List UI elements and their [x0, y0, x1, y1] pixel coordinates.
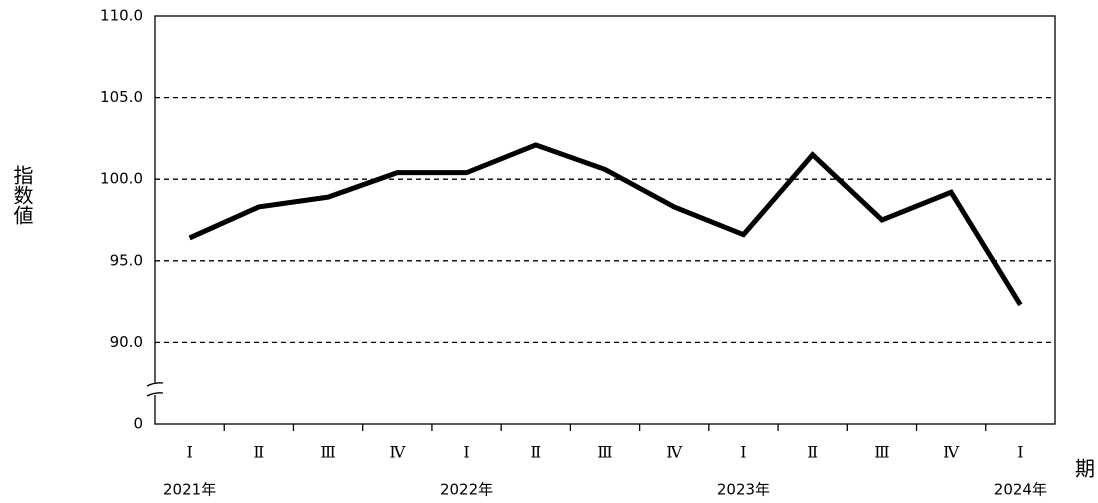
year-label: 2024年	[994, 481, 1047, 499]
y-tick-label: 90.0	[110, 333, 143, 351]
x-tick-label: Ⅱ	[253, 443, 264, 462]
y-tick-label: 110.0	[100, 7, 143, 25]
year-label: 2021年	[163, 481, 216, 499]
x-tick-label: Ⅱ	[807, 443, 818, 462]
y-axis-label: 指数値	[10, 165, 34, 225]
x-tick-label: Ⅲ	[320, 443, 335, 462]
x-tick-label: Ⅰ	[1017, 443, 1023, 462]
x-tick-label: Ⅲ	[874, 443, 889, 462]
axis-break-gap	[152, 383, 158, 395]
x-tick-label: Ⅳ	[389, 443, 406, 462]
x-tick-label: Ⅳ	[666, 443, 683, 462]
x-tick-label: Ⅰ	[186, 443, 192, 462]
axis-break-mark	[146, 382, 164, 387]
y-origin-label: 0	[133, 415, 143, 433]
year-label: 2022年	[440, 481, 493, 499]
x-axis-label: 期	[1075, 457, 1095, 481]
y-tick-label: 100.0	[100, 170, 143, 188]
x-tick-label: Ⅰ	[463, 443, 469, 462]
plot-frame	[154, 15, 1056, 425]
y-tick-label: 95.0	[110, 251, 143, 269]
x-tick-label: Ⅳ	[943, 443, 960, 462]
line-series	[188, 142, 1023, 307]
x-tick-label: Ⅰ	[740, 443, 746, 462]
y-tick-label: 105.0	[100, 88, 143, 106]
year-label: 2023年	[717, 481, 770, 499]
x-tick-label: Ⅲ	[597, 443, 612, 462]
axis-break-mark	[146, 392, 164, 397]
x-tick-label: Ⅱ	[530, 443, 541, 462]
